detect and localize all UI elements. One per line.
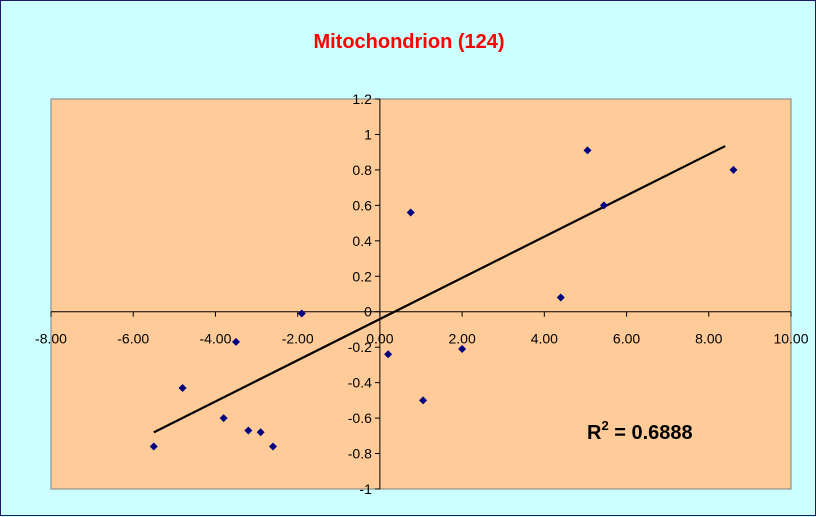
r-squared-superscript: 2: [601, 418, 608, 433]
data-point: [256, 428, 265, 437]
data-point: [219, 414, 228, 423]
y-tick-label: -1: [359, 481, 372, 497]
x-tick-label: -6.00: [117, 331, 149, 347]
data-points: [149, 146, 738, 451]
data-point: [406, 208, 415, 217]
x-tick-label: -8.00: [35, 331, 67, 347]
trendline: [153, 145, 726, 434]
trendline-layer: [153, 145, 726, 434]
x-tick-label: 4.00: [531, 331, 558, 347]
data-point: [178, 383, 187, 392]
data-point: [149, 442, 158, 451]
x-tick-label: -2.00: [282, 331, 314, 347]
y-tick-label: -0.2: [348, 339, 372, 355]
data-point: [419, 396, 428, 405]
data-point: [384, 350, 393, 359]
data-point: [244, 426, 253, 435]
x-tick-label: -4.00: [199, 331, 231, 347]
y-tick-label: 1: [364, 126, 372, 142]
r-squared-value: = 0.6888: [609, 422, 693, 444]
y-tick-label: -0.6: [348, 410, 372, 426]
y-tick-label: 0: [364, 304, 372, 320]
data-point: [556, 293, 565, 302]
r-squared-annotation: R2 = 0.6888: [587, 418, 693, 444]
x-tick-label: 8.00: [695, 331, 722, 347]
r-squared-base: R: [587, 422, 602, 444]
plot-area: [50, 98, 792, 490]
y-tick-label: 0.8: [352, 162, 372, 178]
data-point: [729, 165, 738, 174]
data-point: [599, 201, 608, 210]
data-point: [458, 344, 467, 353]
y-tick-label: 1.2: [352, 91, 372, 107]
chart-title: Mitochondrion (124): [313, 31, 505, 53]
data-point: [232, 337, 240, 346]
y-tick-label: 0.4: [352, 233, 372, 249]
axes: -8.00 -6.00 -4.00 -2.00 0.00 2.00 4.00 6.00 8.00…: [35, 91, 809, 497]
data-point: [297, 309, 306, 318]
data-point: [269, 442, 277, 451]
x-tick-label: 10.00: [773, 331, 808, 347]
x-tick-label: 6.00: [613, 331, 640, 347]
y-tick-label: -0.4: [348, 375, 372, 391]
y-tick-label: -0.8: [348, 446, 372, 462]
x-tick-label: 0.00: [366, 331, 393, 347]
y-tick-label: 0.6: [352, 197, 372, 213]
y-tick-label: 0.2: [352, 268, 372, 284]
data-point: [583, 146, 592, 155]
x-tick-label: 2.00: [448, 331, 475, 347]
